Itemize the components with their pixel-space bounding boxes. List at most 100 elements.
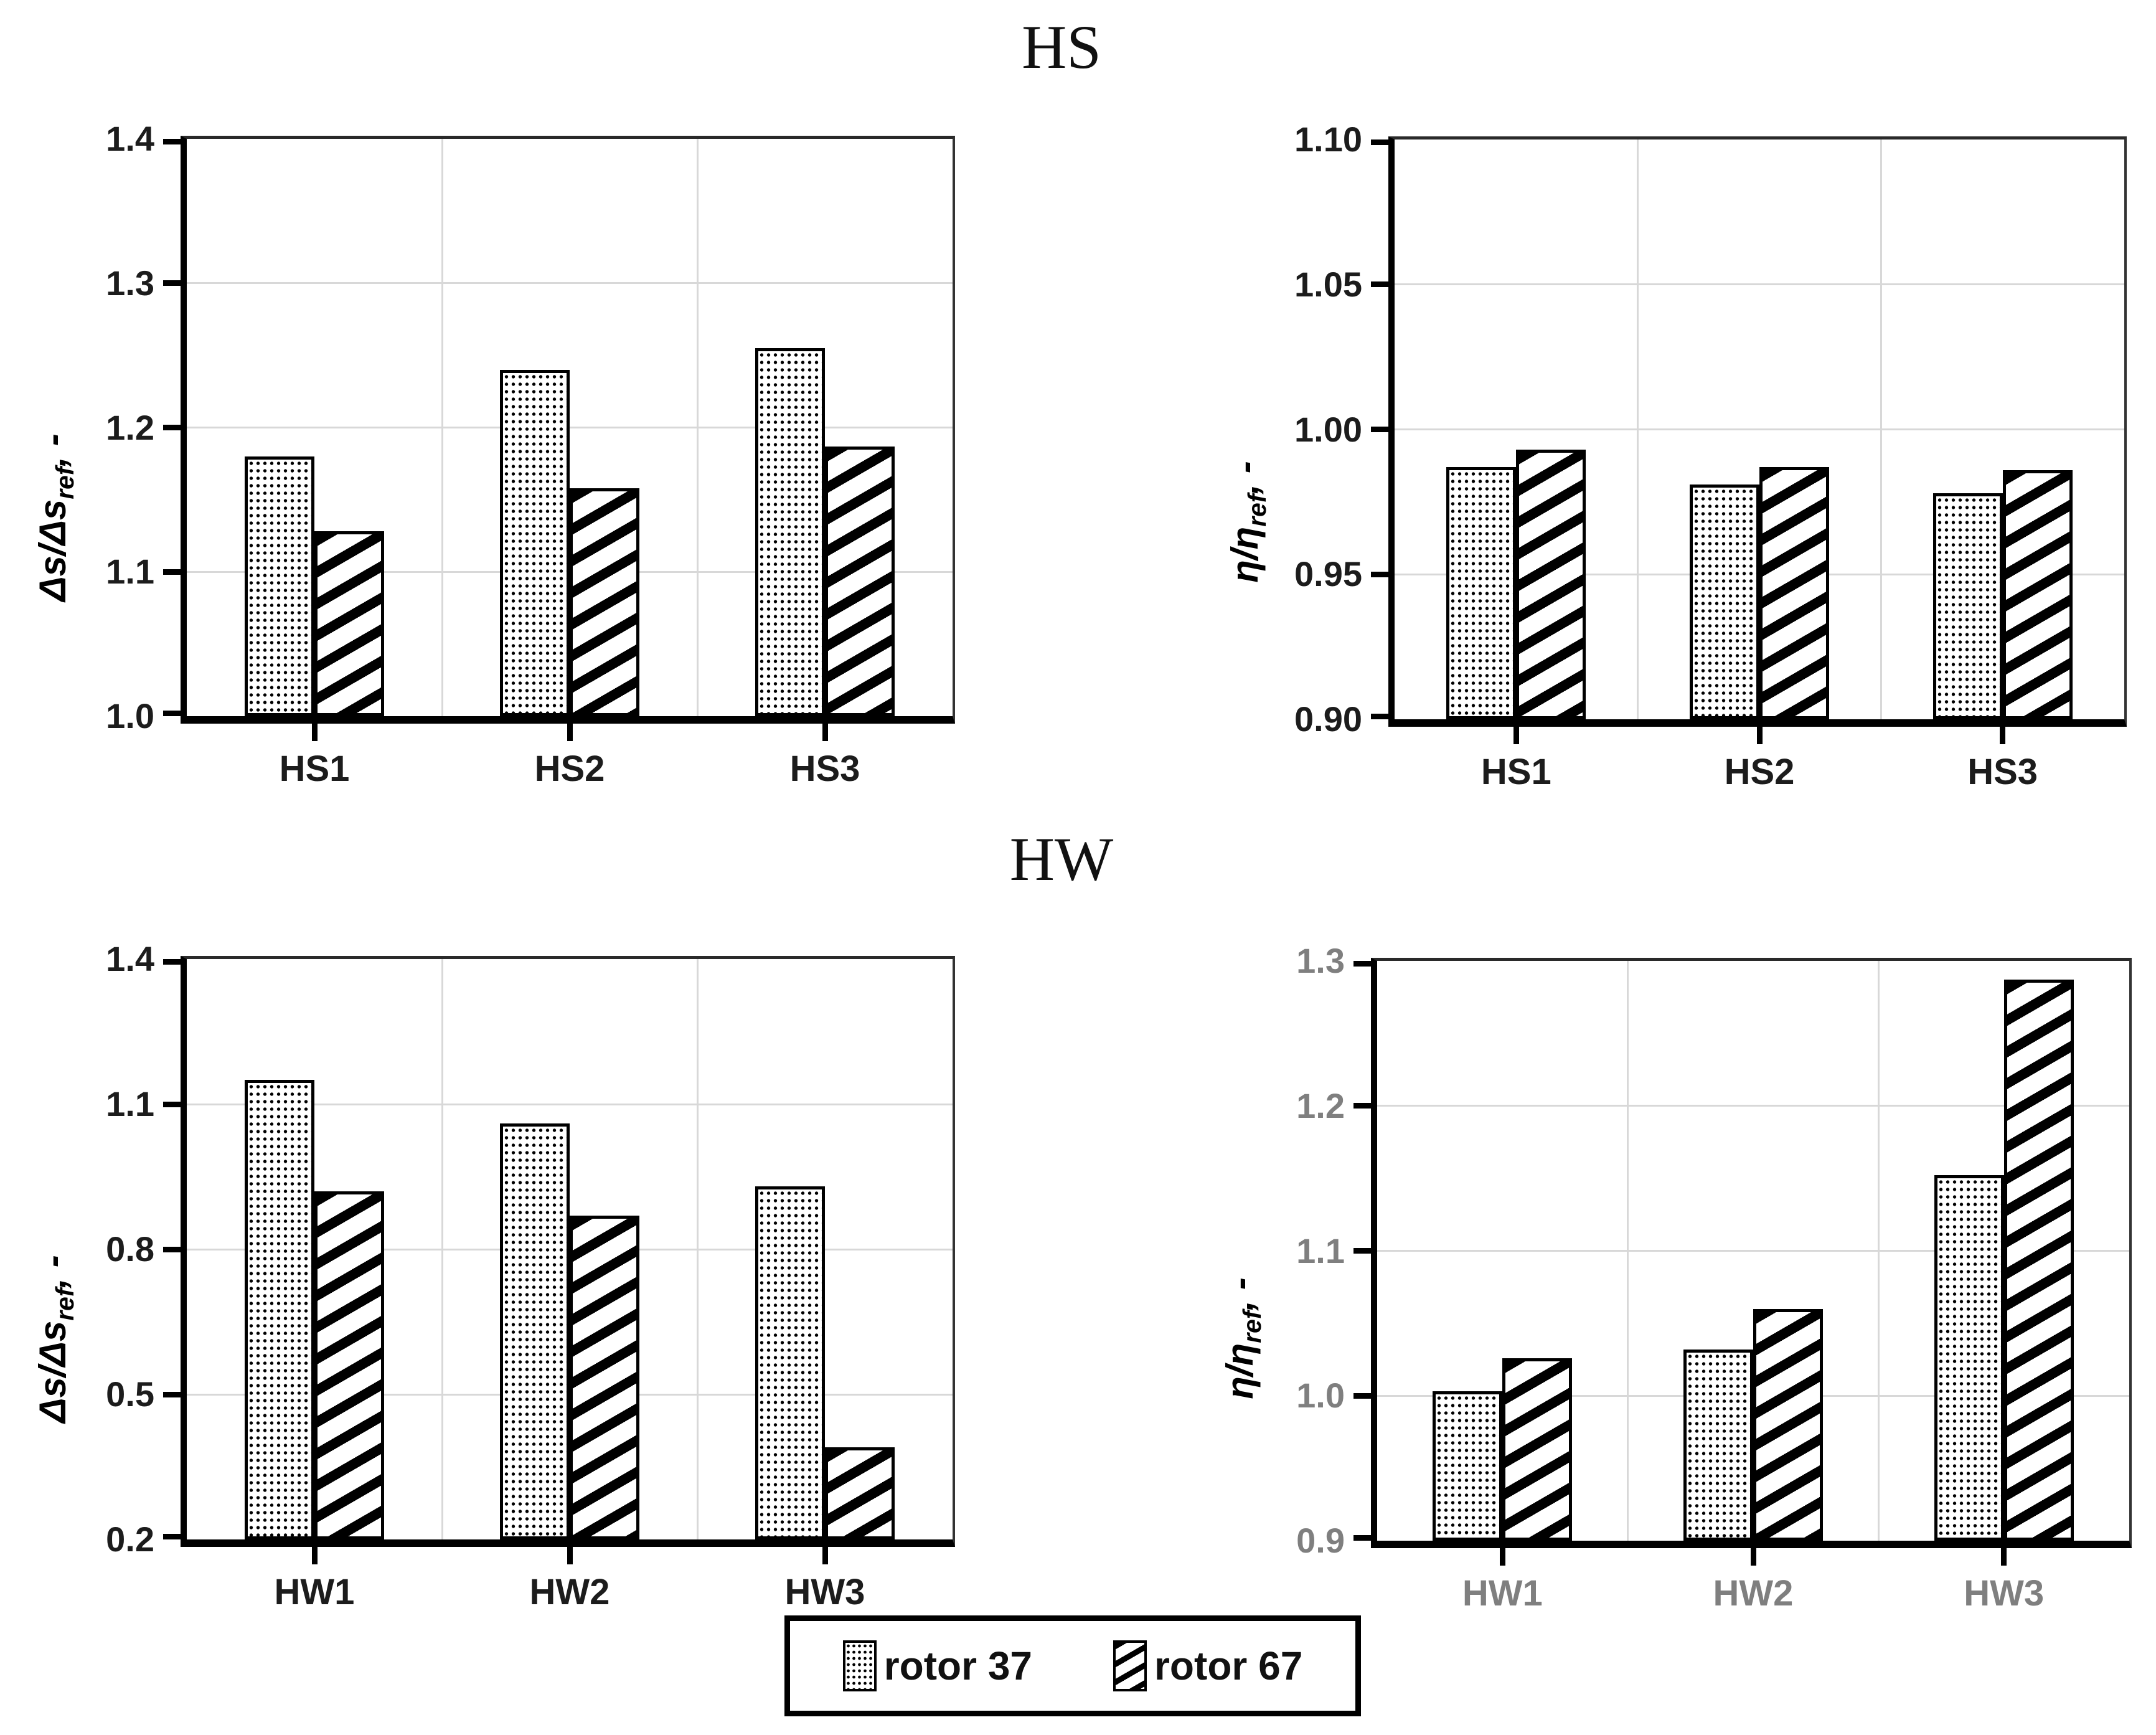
y-axis-tick-label: 0.5 [106,1374,154,1414]
y-axis-tick-mark [163,1391,181,1397]
bar-rotor-37-hs3 [1932,493,2003,719]
y-axis-tick-label: 1.3 [106,263,154,303]
bar-rotor-37-hs3 [755,348,825,716]
y-axis-tick-label: 1.1 [106,552,154,592]
x-axis-tick-mark [567,1547,573,1564]
y-axis-tick-mark [1371,714,1388,719]
horizontal-gridline [1377,1105,2129,1107]
y-axis-tick-mark [1353,1103,1371,1109]
x-category-label-hs1: HS1 [279,749,350,789]
y-axis-tick-label: 1.4 [106,119,154,158]
bar-rotor-37-hs1 [245,456,314,716]
horizontal-gridline [187,1103,953,1105]
chart-hs-entropy-plot-area: 1.0 1.1 1.2 1.3 1.4 HS1 HS2 HS3 Δs/Δsref, - [32,119,955,789]
x-category-label-hs2: HS2 [1724,752,1795,792]
y-axis-tick-mark [163,425,181,430]
y-axis-title: Δs/Δsref, - [32,433,80,602]
y-axis-tick-label: 1.4 [106,939,154,978]
y-axis-tick-mark [163,569,181,575]
y-axis-tick-mark [163,959,181,965]
y-axis-tick-mark [1371,139,1388,145]
bar-rotor-37-hw3 [755,1186,825,1539]
horizontal-gridline [187,427,953,428]
x-axis-tick-mark [567,724,573,741]
y-axis-tick-label: 1.1 [1296,1231,1345,1270]
x-axis-tick-mark [822,724,828,741]
y-axis-title: Δs/Δsref, - [32,1255,80,1423]
y-axis-title: η/ηref, - [1219,1277,1267,1399]
y-axis-tick-mark [163,280,181,286]
y-axis-tick-mark [1371,427,1388,432]
bar-rotor-37-hs2 [1690,484,1759,719]
y-axis-tick-label: 1.05 [1294,264,1362,304]
bar-rotor-67-hw1 [314,1191,384,1539]
bar-rotor-67-hs1 [314,531,384,716]
x-axis-tick-mark [2000,727,2006,744]
x-category-label-hs2: HS2 [534,749,605,789]
horizontal-gridline [1377,1250,2129,1252]
bar-rotor-67-hw3 [2003,980,2074,1541]
horizontal-gridline [1395,283,2124,286]
y-axis-tick-label: 0.2 [106,1520,154,1559]
bar-rotor-37-hs1 [1446,467,1517,719]
y-axis-tick-mark [163,1246,181,1252]
bar-rotor-67-hs2 [1759,467,1829,719]
y-axis-tick-label: 1.10 [1294,120,1362,159]
bar-rotor-37-hw2 [1683,1349,1753,1541]
y-axis-tick-label: 1.1 [106,1084,154,1123]
bar-rotor-67-hs3 [2002,470,2073,719]
bar-rotor-37-hw1 [1433,1391,1503,1541]
y-axis-tick-mark [1371,571,1388,577]
x-category-label-hs3: HS3 [789,749,860,789]
bar-rotor-67-hs1 [1516,450,1586,719]
x-axis-tick-mark [1750,1548,1756,1566]
x-category-label-hw2: HW2 [1713,1573,1794,1614]
bar-rotor-37-hw1 [245,1080,314,1539]
x-category-label-hw1: HW1 [274,1572,355,1612]
y-axis-tick-label: 0.95 [1294,554,1362,594]
y-axis-tick-label: 1.0 [106,696,154,735]
bar-rotor-67-hw2 [570,1215,639,1539]
rotor-37-dotted-swatch-icon [842,1640,877,1691]
y-axis-tick-label: 0.90 [1294,699,1362,739]
bar-rotor-37-hs2 [500,369,570,716]
y-axis-tick-mark [1353,1392,1371,1399]
y-axis-tick-mark [1371,281,1388,288]
horizontal-gridline [1395,428,2124,430]
bar-rotor-67-hw2 [1753,1308,1823,1541]
bar-rotor-37-hw2 [500,1123,570,1539]
group-title-hs: HS [1022,12,1101,82]
group-title-hw: HW [1009,825,1114,894]
x-axis-tick-mark [311,724,318,741]
y-axis-tick-label: 1.3 [1296,941,1345,980]
x-category-label-hw3: HW3 [784,1572,865,1612]
y-axis-tick-mark [163,139,181,144]
x-category-label-hw2: HW2 [529,1572,610,1612]
x-category-label-hs3: HS3 [1967,752,2038,792]
legend-item-rotor-67: rotor 67 [1113,1640,1302,1691]
bar-rotor-67-hs2 [570,488,639,716]
y-axis-tick-label: 0.8 [106,1229,154,1269]
x-category-label-hw3: HW3 [1964,1573,2045,1614]
chart-hw-efficiency-plot-area: 0.9 1.0 1.1 1.2 1.3 HW1 HW2 HW3 η/ηref, - [1219,941,2132,1614]
x-axis-tick-mark [311,1547,318,1564]
legend-label-rotor-37: rotor 37 [883,1643,1032,1688]
y-axis-tick-label: 1.2 [1296,1085,1345,1125]
bar-rotor-67-hw3 [825,1447,895,1539]
x-axis-tick-mark [1513,727,1519,744]
y-axis-tick-mark [163,711,181,716]
legend-label-rotor-67: rotor 67 [1154,1643,1303,1688]
x-axis-tick-mark [1499,1548,1505,1566]
x-category-label-hs1: HS1 [1480,752,1551,792]
x-category-label-hw1: HW1 [1462,1573,1543,1614]
y-axis-tick-label: 0.9 [1296,1521,1345,1560]
y-axis-title: η/ηref, - [1224,460,1272,583]
chart-hw-entropy-plot-area: 0.2 0.5 0.8 1.1 1.4 HW1 HW2 HW3 Δs/Δsref, - [32,939,955,1612]
legend: rotor 37 rotor 67 [784,1615,1361,1716]
bar-rotor-67-hw1 [1502,1358,1573,1541]
horizontal-gridline [187,282,953,285]
y-axis-tick-label: 1.0 [1296,1376,1345,1416]
chart-hs-efficiency-plot-area: 0.90 0.95 1.00 1.05 1.10 HS1 HS2 HS3 η/ηref, - [1224,120,2127,792]
y-axis-tick-mark [1353,1535,1371,1541]
y-axis-tick-label: 1.00 [1294,409,1362,449]
